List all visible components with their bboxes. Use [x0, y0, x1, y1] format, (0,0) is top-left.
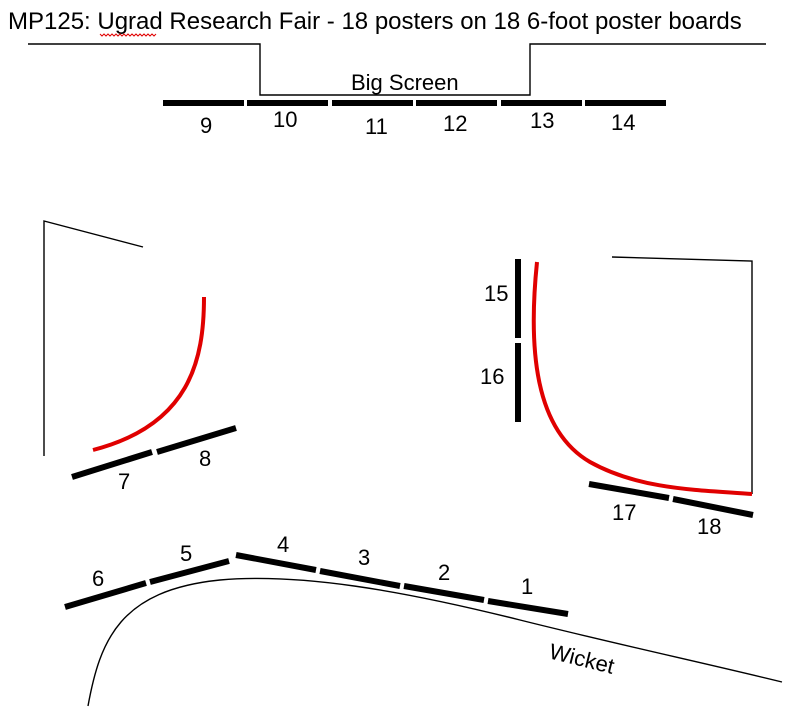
- right-wall-outline: [611, 256, 753, 494]
- poster-board-4: [235, 552, 317, 573]
- poster-board-17: [588, 481, 670, 501]
- board-label-3: 3: [358, 545, 370, 570]
- poster-board-5: [149, 558, 230, 585]
- poster-board-7: [71, 449, 153, 480]
- page-title: MP125: Ugrad Research Fair - 18 posters …: [8, 8, 742, 35]
- board-label-6: 6: [92, 566, 104, 591]
- board-label-2: 2: [438, 560, 450, 585]
- board-label-5: 5: [180, 541, 192, 566]
- board-label-4: 4: [277, 532, 289, 557]
- board-label-11: 11: [365, 114, 388, 139]
- board-label-17: 17: [612, 500, 636, 525]
- board-label-14: 14: [611, 110, 635, 135]
- wicket-wall-outline: [87, 577, 783, 707]
- board-label-12: 12: [443, 111, 467, 136]
- big-screen-label: Big Screen: [351, 70, 459, 95]
- poster-board-2: [403, 583, 485, 603]
- wicket-label: Wicket: [547, 639, 617, 679]
- spellcheck-underline: [99, 33, 157, 37]
- left-wall-outline: [43, 220, 144, 456]
- board-label-18: 18: [697, 514, 721, 539]
- right-red-curve: [531, 261, 753, 496]
- board-label-1: 1: [521, 574, 533, 599]
- board-label-13: 13: [530, 108, 554, 133]
- poster-board-18: [672, 496, 754, 518]
- left-red-curve: [92, 296, 206, 452]
- board-label-9: 9: [200, 113, 212, 138]
- board-label-7: 7: [118, 469, 130, 494]
- board-label-16: 16: [480, 364, 504, 389]
- poster-board-6: [64, 580, 147, 610]
- board-label-15: 15: [484, 281, 508, 306]
- poster-board-1: [487, 598, 569, 617]
- poster-board-3: [319, 568, 401, 589]
- poster-board-8: [156, 425, 237, 455]
- top-wall-outline: [28, 43, 766, 96]
- board-label-8: 8: [199, 446, 211, 471]
- board-label-10: 10: [273, 107, 297, 132]
